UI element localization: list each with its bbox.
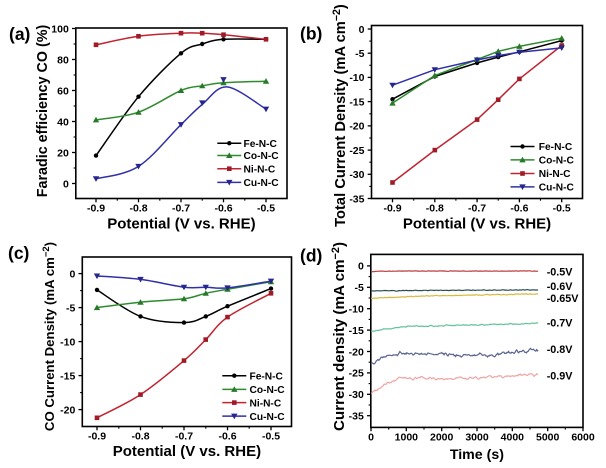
svg-text:-0.9: -0.9	[383, 203, 401, 215]
svg-text:-0.6V: -0.6V	[547, 281, 574, 293]
svg-text:4000: 4000	[501, 431, 525, 443]
svg-text:2000: 2000	[430, 431, 454, 443]
svg-text:-35: -35	[349, 411, 364, 423]
svg-text:6000: 6000	[571, 431, 595, 443]
svg-text:Fe-N-C: Fe-N-C	[244, 139, 278, 150]
svg-text:Ni-N-C: Ni-N-C	[250, 398, 282, 409]
svg-text:20: 20	[57, 147, 69, 159]
svg-text:-0.65V: -0.65V	[547, 293, 580, 305]
svg-text:60: 60	[57, 85, 69, 97]
svg-text:-0.8V: -0.8V	[547, 344, 574, 356]
svg-text:0: 0	[358, 261, 364, 273]
svg-text:-15: -15	[60, 370, 75, 382]
svg-text:Total Current Density (mA cm−2: Total Current Density (mA cm−2)	[331, 4, 349, 227]
svg-text:-20: -20	[349, 121, 364, 133]
svg-text:(c): (c)	[8, 243, 29, 263]
svg-text:-0.7V: -0.7V	[547, 317, 574, 329]
svg-text:Cu-N-C: Cu-N-C	[539, 183, 575, 194]
svg-text:Ni-N-C: Ni-N-C	[244, 164, 276, 175]
svg-text:-35: -35	[349, 193, 364, 205]
svg-text:0: 0	[359, 24, 365, 36]
svg-text:-0.6: -0.6	[218, 431, 236, 443]
svg-text:-10: -10	[349, 72, 364, 84]
svg-text:-0.9: -0.9	[87, 203, 105, 215]
svg-text:Cu-N-C: Cu-N-C	[244, 178, 280, 189]
svg-text:(b): (b)	[300, 24, 322, 44]
svg-text:(d): (d)	[300, 245, 322, 265]
svg-text:-25: -25	[349, 145, 364, 157]
svg-text:-0.8: -0.8	[131, 431, 149, 443]
svg-text:-0.8: -0.8	[426, 203, 444, 215]
svg-text:-0.5: -0.5	[262, 431, 280, 443]
svg-text:Co-N-C: Co-N-C	[539, 156, 575, 167]
svg-text:Potential (V vs. RHE): Potential (V vs. RHE)	[113, 443, 261, 460]
svg-text:-0.5: -0.5	[553, 203, 571, 215]
svg-text:0: 0	[368, 431, 374, 443]
svg-text:Time (s): Time (s)	[450, 447, 504, 463]
svg-text:Co-N-C: Co-N-C	[250, 385, 286, 396]
svg-text:3000: 3000	[465, 431, 489, 443]
svg-text:Potential (V vs. RHE): Potential (V vs. RHE)	[107, 216, 255, 233]
svg-text:-15: -15	[349, 325, 364, 337]
svg-text:-0.6: -0.6	[214, 203, 232, 215]
svg-text:-20: -20	[349, 346, 364, 358]
svg-text:-5: -5	[66, 302, 75, 314]
svg-text:0: 0	[69, 268, 75, 280]
svg-text:-0.5: -0.5	[257, 203, 275, 215]
svg-text:Co-N-C: Co-N-C	[244, 151, 280, 162]
svg-text:-0.9: -0.9	[88, 431, 106, 443]
svg-text:-0.6: -0.6	[510, 203, 528, 215]
svg-text:-0.7: -0.7	[172, 203, 190, 215]
svg-text:-0.5V: -0.5V	[547, 267, 574, 279]
svg-text:-30: -30	[349, 169, 364, 181]
svg-text:-5: -5	[355, 48, 364, 60]
svg-text:-30: -30	[349, 389, 364, 401]
svg-text:-5: -5	[354, 282, 363, 294]
svg-text:Fe-N-C: Fe-N-C	[539, 142, 573, 153]
svg-text:-20: -20	[60, 404, 75, 416]
svg-text:40: 40	[57, 116, 69, 128]
svg-text:-10: -10	[60, 336, 75, 348]
svg-text:-10: -10	[349, 304, 364, 316]
svg-text:CO Current Density (mA cm−2): CO Current Density (mA cm−2)	[41, 242, 57, 431]
svg-text:Cu-N-C: Cu-N-C	[250, 412, 286, 423]
svg-text:Fe-N-C: Fe-N-C	[250, 371, 284, 382]
svg-text:-0.9V: -0.9V	[547, 371, 574, 383]
svg-text:5000: 5000	[536, 431, 560, 443]
svg-text:100: 100	[51, 23, 69, 35]
svg-text:80: 80	[57, 54, 69, 66]
svg-text:(a): (a)	[9, 24, 30, 44]
svg-text:1000: 1000	[395, 431, 419, 443]
svg-text:Ni-N-C: Ni-N-C	[539, 169, 571, 180]
svg-text:-0.7: -0.7	[175, 431, 193, 443]
svg-text:-25: -25	[349, 368, 364, 380]
svg-text:Faradic efficiency CO (%): Faradic efficiency CO (%)	[35, 25, 51, 198]
svg-text:Current density (mA cm−2): Current density (mA cm−2)	[330, 242, 348, 431]
svg-text:-0.7: -0.7	[468, 203, 486, 215]
svg-text:0: 0	[63, 178, 69, 190]
svg-text:-0.8: -0.8	[129, 203, 147, 215]
svg-text:Potential (V vs. RHE): Potential (V vs. RHE)	[403, 216, 551, 233]
svg-text:-15: -15	[349, 96, 364, 108]
